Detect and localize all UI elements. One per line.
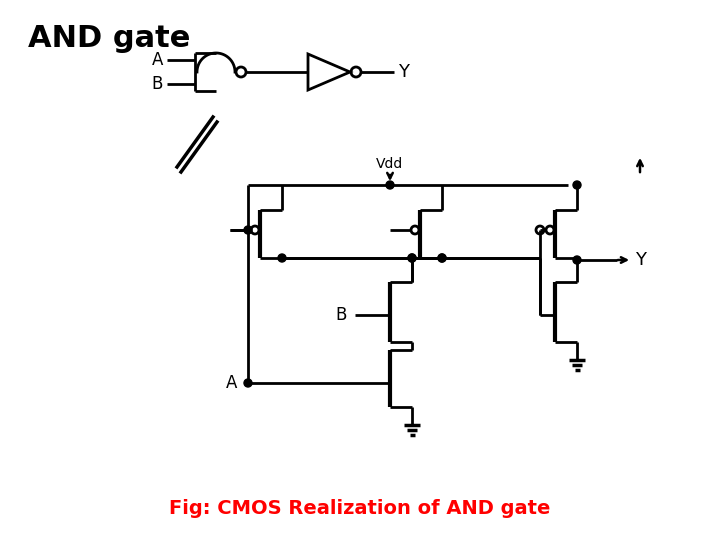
Text: A: A [152,51,163,69]
Text: B: B [152,75,163,93]
Text: Fig: CMOS Realization of AND gate: Fig: CMOS Realization of AND gate [169,499,551,518]
Circle shape [438,254,446,262]
Circle shape [386,181,394,189]
Text: Vdd: Vdd [377,157,404,171]
Text: A: A [225,374,237,392]
Circle shape [244,226,252,234]
Circle shape [408,254,416,262]
Text: Y: Y [398,63,409,81]
Circle shape [438,254,446,262]
Text: AND gate: AND gate [28,24,190,53]
Text: B: B [336,306,347,324]
Text: Y: Y [635,251,646,269]
Circle shape [573,181,581,189]
Circle shape [408,254,416,262]
Circle shape [244,379,252,387]
Circle shape [573,256,581,264]
Circle shape [278,254,286,262]
